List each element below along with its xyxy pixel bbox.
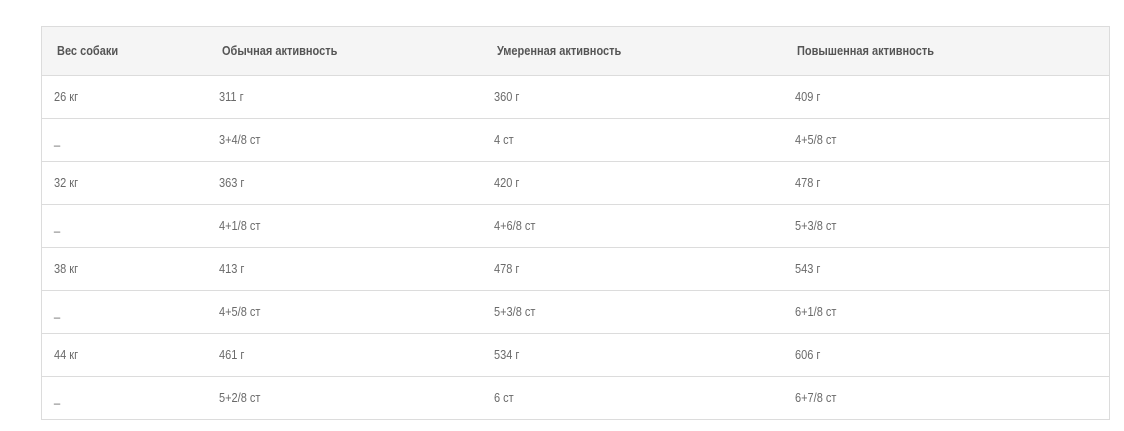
table-cell: 363 г: [219, 162, 248, 204]
table-cell: 4+1/8 ст: [219, 205, 266, 247]
cell-text: 32 кг: [54, 176, 79, 190]
cell-text: 409 г: [795, 90, 821, 104]
cell-text: _: [54, 133, 61, 147]
cell-text: 606 г: [795, 348, 821, 362]
table-cell: 26 кг: [54, 76, 81, 118]
cell-text: 4+5/8 ст: [795, 133, 837, 147]
table-row: 32 кг 363 г 420 г 478 г: [42, 162, 1109, 205]
table-cell: 409 г: [795, 76, 824, 118]
cell-text: 478 г: [795, 176, 821, 190]
table-cell: 4 ст: [494, 119, 516, 161]
header-cell: Обычная активность: [222, 44, 338, 58]
cell-text: 413 г: [219, 262, 245, 276]
cell-text: 4+5/8 ст: [219, 305, 261, 319]
cell-text: 6+1/8 ст: [795, 305, 837, 319]
cell-text: 543 г: [795, 262, 821, 276]
cell-text: 26 кг: [54, 90, 79, 104]
table-cell: 44 кг: [54, 334, 81, 376]
table-cell: 478 г: [494, 248, 523, 290]
header-cell: Повышенная активность: [797, 44, 934, 58]
cell-text: 360 г: [494, 90, 520, 104]
cell-text: 311 г: [219, 90, 244, 104]
table-cell: 311 г: [219, 76, 247, 118]
header-cell: Умеренная активность: [497, 44, 622, 58]
table-cell: 420 г: [494, 162, 523, 204]
header-cell: Вес собаки: [57, 44, 119, 58]
cell-text: 4+6/8 ст: [494, 219, 536, 233]
cell-text: 534 г: [494, 348, 520, 362]
table-cell: 6+1/8 ст: [795, 291, 842, 333]
cell-text: 478 г: [494, 262, 520, 276]
cell-text: 5+3/8 ст: [494, 305, 536, 319]
table-row: 26 кг 311 г 360 г 409 г: [42, 76, 1109, 119]
table-cell: 5+2/8 ст: [219, 377, 266, 419]
table-cell: 4+6/8 ст: [494, 205, 541, 247]
cell-text: 44 кг: [54, 348, 79, 362]
table-row: _ 5+2/8 ст 6 ст 6+7/8 ст: [42, 377, 1109, 420]
table-cell: 5+3/8 ст: [494, 291, 541, 333]
cell-text: 5+3/8 ст: [795, 219, 837, 233]
table-cell: 3+4/8 ст: [219, 119, 266, 161]
table-row: _ 3+4/8 ст 4 ст 4+5/8 ст: [42, 119, 1109, 162]
table-cell: _: [54, 205, 61, 247]
cell-text: _: [54, 391, 61, 405]
table-cell: 534 г: [494, 334, 523, 376]
cell-text: 4 ст: [494, 133, 514, 147]
table-cell: 6+7/8 ст: [795, 377, 842, 419]
table-cell: 4+5/8 ст: [795, 119, 842, 161]
cell-text: 3+4/8 ст: [219, 133, 261, 147]
table-header: Вес собаки Обычная активность Умеренная …: [42, 27, 1109, 76]
table-row: _ 4+5/8 ст 5+3/8 ст 6+1/8 ст: [42, 291, 1109, 334]
table-row: _ 4+1/8 ст 4+6/8 ст 5+3/8 ст: [42, 205, 1109, 248]
cell-text: 363 г: [219, 176, 245, 190]
feeding-table: Вес собаки Обычная активность Умеренная …: [41, 26, 1110, 420]
table-cell: 6 ст: [494, 377, 516, 419]
table-cell: _: [54, 119, 61, 161]
table-cell: _: [54, 377, 61, 419]
table-cell: 606 г: [795, 334, 824, 376]
table-cell: _: [54, 291, 61, 333]
table-cell: 478 г: [795, 162, 824, 204]
cell-text: 6 ст: [494, 391, 514, 405]
table-row: 38 кг 413 г 478 г 543 г: [42, 248, 1109, 291]
table-body: 26 кг 311 г 360 г 409 г _ 3+4/8 ст 4 ст 4+5/8 с…: [42, 76, 1109, 420]
cell-text: 38 кг: [54, 262, 79, 276]
cell-text: 6+7/8 ст: [795, 391, 837, 405]
table-cell: 413 г: [219, 248, 248, 290]
table-cell: 543 г: [795, 248, 824, 290]
table-cell: 360 г: [494, 76, 523, 118]
table-cell: 38 кг: [54, 248, 81, 290]
cell-text: 461 г: [219, 348, 245, 362]
table-cell: 5+3/8 ст: [795, 205, 842, 247]
table-row: 44 кг 461 г 534 г 606 г: [42, 334, 1109, 377]
table-cell: 461 г: [219, 334, 248, 376]
cell-text: 420 г: [494, 176, 520, 190]
cell-text: 5+2/8 ст: [219, 391, 261, 405]
cell-text: _: [54, 305, 61, 319]
table-cell: 32 кг: [54, 162, 81, 204]
table-cell: 4+5/8 ст: [219, 291, 266, 333]
cell-text: _: [54, 219, 61, 233]
cell-text: 4+1/8 ст: [219, 219, 261, 233]
